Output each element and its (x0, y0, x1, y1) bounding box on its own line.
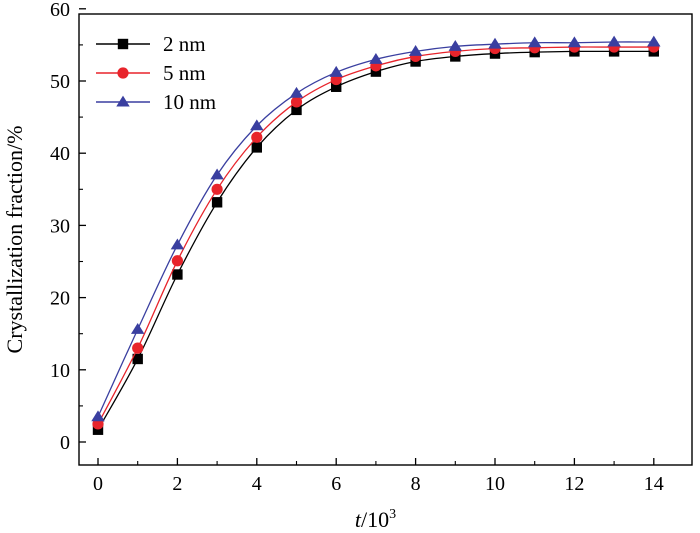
series-2-point (527, 36, 542, 48)
series-0-point (132, 353, 143, 365)
y-tick-label: 0 (60, 432, 70, 454)
plot-marks (91, 35, 661, 435)
y-tick-label: 20 (50, 288, 70, 310)
series-2-point (289, 86, 304, 98)
x-tick-label: 6 (331, 473, 341, 495)
legend-label-2: 10 nm (163, 90, 216, 114)
series-2-point (369, 52, 383, 64)
series-2-point (250, 119, 264, 131)
y-axis-title: Crystallization fraction/% (2, 126, 27, 354)
y-tick-label: 30 (50, 215, 70, 237)
y-tick-label: 50 (50, 71, 70, 93)
series-2-point (329, 65, 343, 77)
series-2-point (448, 39, 463, 51)
series-0-point (92, 424, 104, 435)
x-tick-label: 2 (172, 473, 182, 495)
series-2-point (170, 238, 185, 250)
series-2-point (408, 44, 423, 56)
y-tick-label: 40 (50, 143, 70, 165)
legend-label-0: 2 nm (163, 32, 206, 56)
x-tick-label: 10 (485, 473, 505, 495)
x-axis-title: t/103 (355, 507, 396, 532)
series-1-point (211, 183, 223, 195)
series-0-point (251, 142, 262, 153)
legend-marker-2 (116, 95, 130, 107)
series-2-point (210, 168, 224, 180)
series-0-point (172, 269, 183, 280)
series-0-point (211, 197, 223, 208)
series-2-point (91, 410, 105, 422)
axes: 0 2 4 6 8 10 12 14 0 10 20 30 40 50 60 (50, 0, 693, 495)
x-axis-title-unit: /10 (361, 507, 389, 532)
series-2-point (130, 322, 145, 334)
x-tick-label: 14 (644, 473, 664, 495)
legend: 2 nm 5 nm 10 nm (96, 32, 216, 114)
legend-marker-1 (117, 67, 129, 79)
x-tick-label: 12 (564, 473, 584, 495)
x-axis-title-exponent: 3 (389, 507, 396, 522)
series-2-point (647, 35, 661, 47)
series-2-point (488, 37, 502, 49)
series-0-point (331, 81, 342, 92)
series-1-point (290, 96, 303, 108)
legend-label-1: 5 nm (163, 61, 206, 85)
series-0-point (370, 66, 382, 77)
x-tick-label: 4 (252, 473, 262, 495)
series-2-point (607, 35, 621, 47)
series-0-point (291, 104, 302, 116)
plot-frame (78, 13, 693, 466)
series-1-point (171, 255, 183, 267)
y-tick-label: 60 (50, 0, 70, 21)
series-1-point (132, 342, 144, 354)
legend-marker-0 (117, 38, 129, 50)
x-tick-label: 0 (93, 473, 103, 495)
series-1-point (251, 131, 263, 143)
y-tick-label: 10 (50, 360, 70, 382)
series-2-point (567, 36, 582, 48)
x-tick-label: 8 (411, 473, 421, 495)
x-axis-title-variable: t (355, 507, 362, 532)
